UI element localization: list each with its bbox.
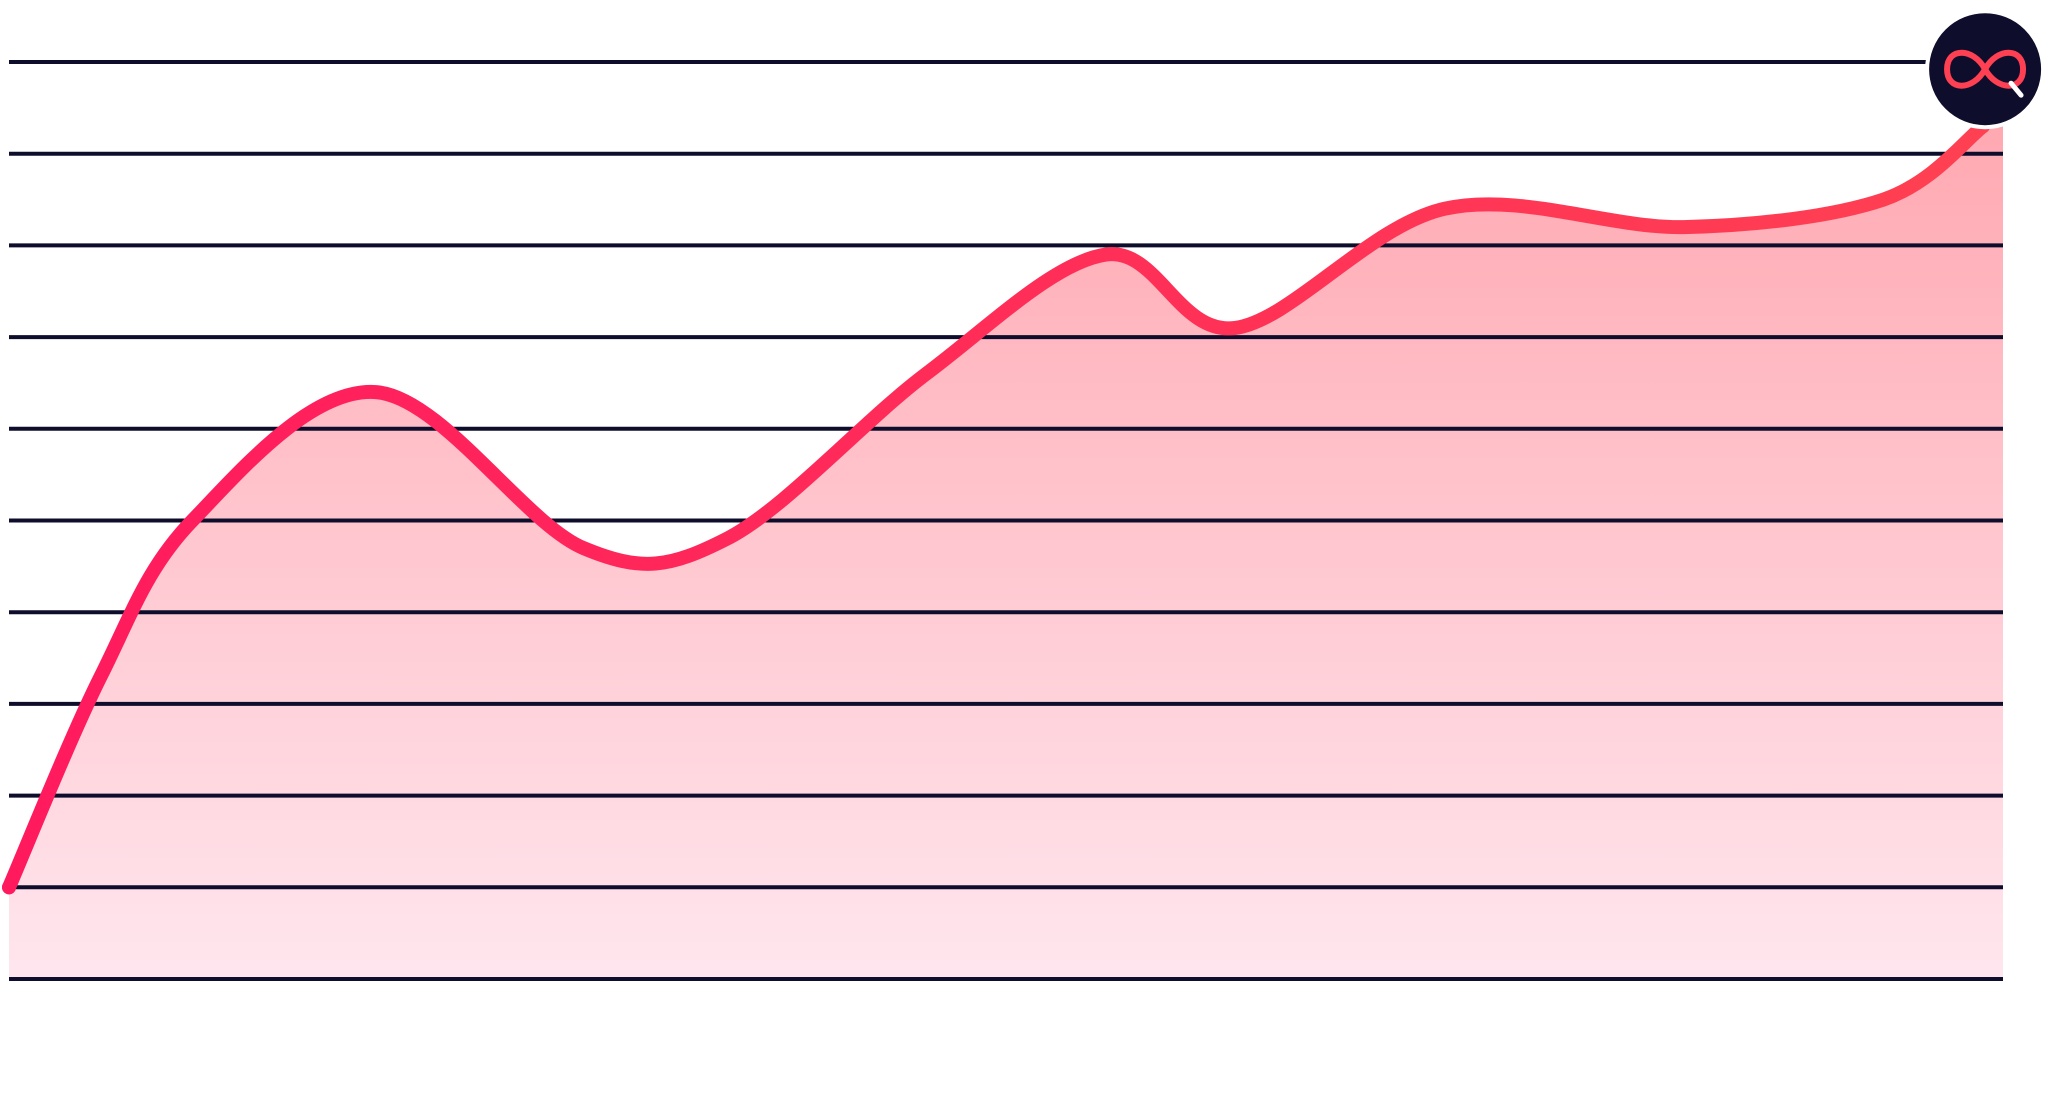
endpoint-badge <box>1925 9 2046 130</box>
gridlines <box>9 60 2003 981</box>
infinity-shape <box>1944 49 2027 89</box>
series-points <box>2 880 16 895</box>
series-line <box>2 119 1991 895</box>
search-handle <box>2008 80 2024 98</box>
infinity-search-logo-icon <box>1944 49 2027 98</box>
series-area-fill <box>9 126 2003 979</box>
data-point <box>2 880 16 895</box>
